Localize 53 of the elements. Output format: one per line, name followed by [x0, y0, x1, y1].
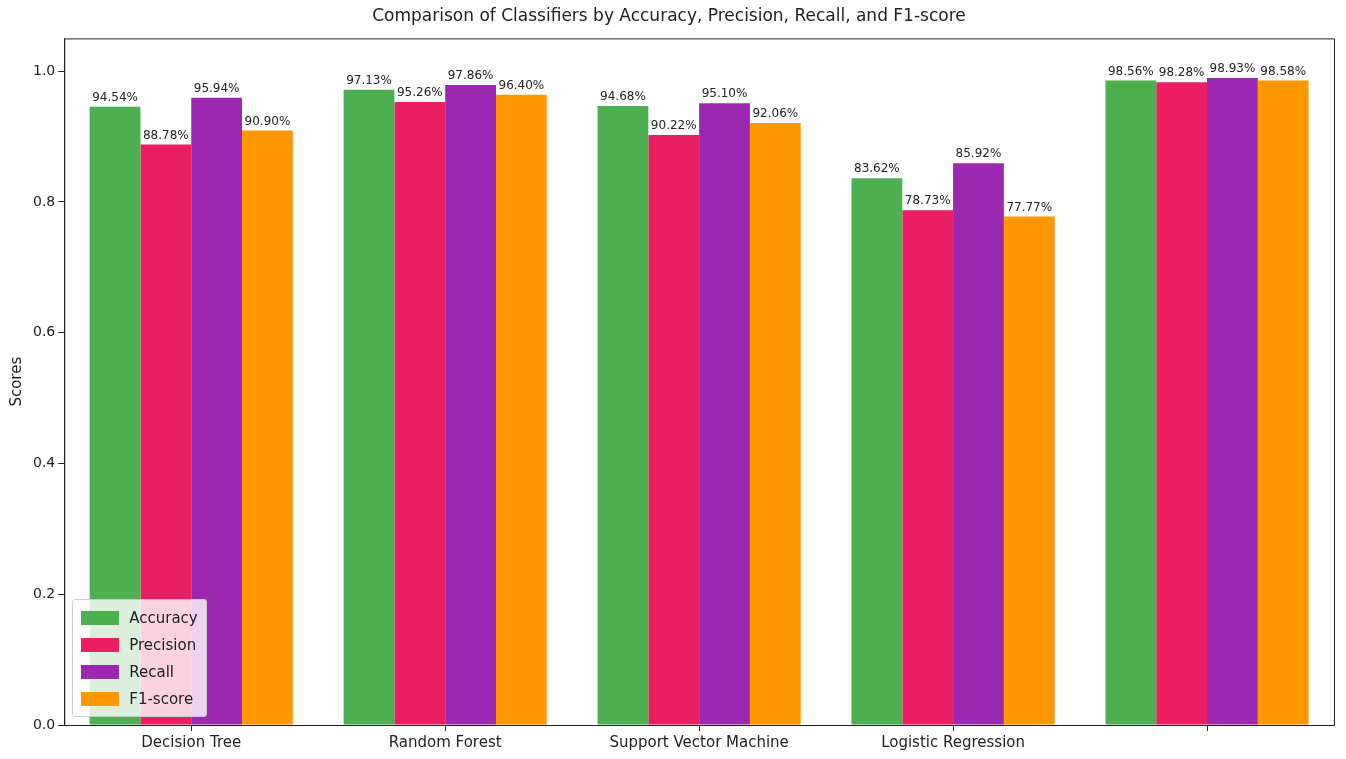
- legend-label: Accuracy: [129, 608, 198, 627]
- x-tick-label: Logistic Regression: [881, 732, 1026, 751]
- data-label: 98.56%: [1107, 63, 1154, 78]
- data-label: 95.26%: [396, 85, 443, 100]
- data-label: 83.62%: [854, 161, 900, 176]
- y-tick-label: 0.4: [33, 454, 56, 471]
- bar: [1207, 78, 1258, 725]
- data-label: 90.90%: [244, 113, 291, 128]
- data-label: 94.54%: [92, 89, 138, 104]
- bar: [495, 94, 547, 725]
- bar: [699, 103, 750, 725]
- bar: [851, 178, 903, 725]
- y-tick-label: 0.2: [33, 584, 56, 601]
- bar: [1257, 80, 1309, 725]
- bar: [597, 105, 649, 725]
- y-tick-label: 0.0: [33, 715, 56, 732]
- data-label: 97.86%: [447, 68, 494, 83]
- data-label: 95.94%: [193, 80, 240, 95]
- bar: [242, 130, 293, 725]
- data-label: 98.58%: [1260, 63, 1307, 78]
- x-tick-label: Support Vector Machine: [609, 732, 789, 751]
- legend-label: Precision: [129, 635, 197, 654]
- bar: [343, 89, 395, 725]
- bar: [445, 85, 496, 725]
- bar: [1105, 80, 1157, 725]
- data-label: 78.73%: [904, 193, 951, 208]
- y-tick-label: 1.0: [33, 61, 56, 78]
- bar: [902, 210, 954, 725]
- chart-title: Comparison of Classifiers by Accuracy, Precision, Recall, and F1-score: [372, 4, 966, 25]
- x-tick-label: Random Forest: [388, 732, 502, 751]
- bar: [394, 102, 446, 725]
- y-axis-title: Scores: [6, 356, 25, 407]
- data-label: 90.22%: [650, 118, 697, 133]
- data-label: 96.40%: [498, 77, 545, 92]
- data-label: 85.92%: [955, 146, 1002, 161]
- bar: [953, 163, 1004, 725]
- x-tick-label: Decision Tree: [141, 732, 242, 751]
- data-label: 77.77%: [1006, 199, 1053, 214]
- y-tick-label: 0.8: [33, 192, 56, 209]
- data-label: 95.10%: [701, 86, 748, 101]
- bar: [749, 123, 801, 725]
- legend-label: F1-score: [129, 689, 194, 708]
- data-label: 88.78%: [142, 127, 189, 142]
- bar: [648, 135, 700, 725]
- data-label: 94.68%: [600, 89, 646, 104]
- data-label: 98.93%: [1209, 61, 1256, 76]
- data-label: 92.06%: [752, 106, 799, 121]
- y-tick-label: 0.6: [33, 323, 56, 340]
- bar: [1003, 216, 1055, 725]
- data-label: 97.13%: [346, 72, 392, 87]
- legend-label: Recall: [129, 662, 175, 681]
- data-label: 98.28%: [1158, 65, 1205, 80]
- bar: [1156, 82, 1208, 725]
